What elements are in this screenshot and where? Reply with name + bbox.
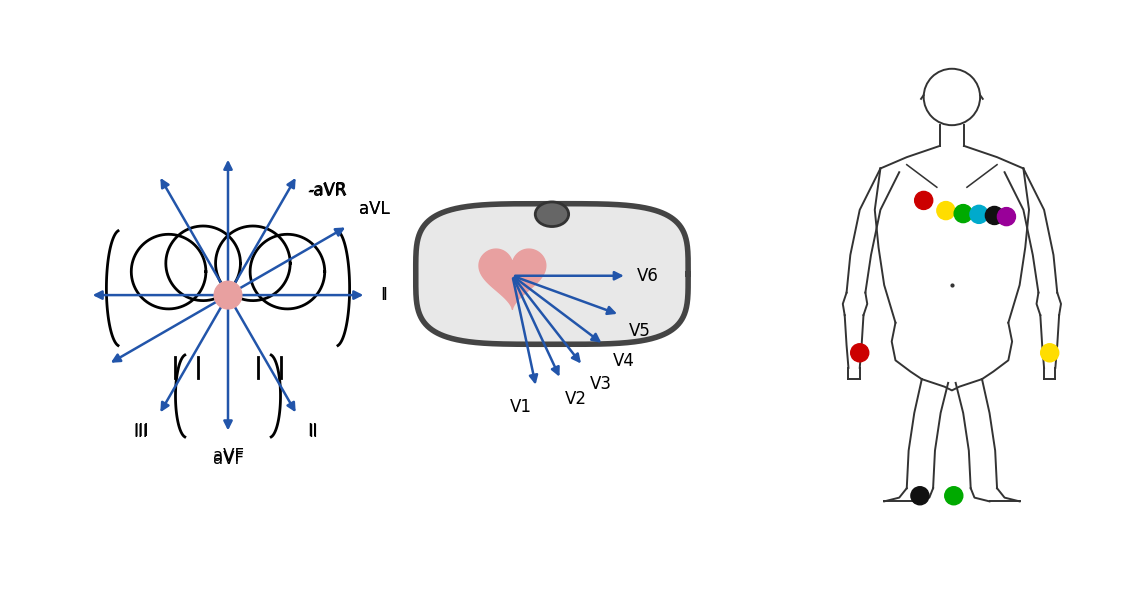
- Circle shape: [945, 487, 963, 505]
- Circle shape: [998, 208, 1016, 226]
- Text: -aVR: -aVR: [307, 182, 345, 201]
- Text: V5: V5: [628, 322, 651, 340]
- Text: V4: V4: [612, 352, 634, 370]
- Text: aVL: aVL: [359, 200, 390, 217]
- Text: -aVR: -aVR: [308, 181, 348, 199]
- Circle shape: [985, 207, 1003, 225]
- Circle shape: [914, 191, 933, 210]
- Text: II: II: [307, 422, 317, 440]
- Text: aVL: aVL: [359, 200, 390, 217]
- Polygon shape: [416, 204, 689, 344]
- Text: aVF: aVF: [212, 450, 244, 468]
- Text: V6: V6: [637, 267, 659, 284]
- Text: V2: V2: [565, 390, 587, 408]
- Ellipse shape: [536, 202, 569, 226]
- Text: I: I: [380, 286, 385, 304]
- Text: aVF: aVF: [212, 447, 244, 465]
- Circle shape: [937, 202, 955, 220]
- Circle shape: [850, 344, 869, 362]
- Text: I: I: [383, 286, 388, 304]
- Text: III: III: [133, 422, 149, 440]
- Text: V1: V1: [510, 398, 531, 416]
- Text: V3: V3: [589, 374, 612, 393]
- Circle shape: [911, 487, 929, 505]
- Circle shape: [970, 205, 988, 223]
- Circle shape: [954, 205, 972, 223]
- Text: III: III: [133, 423, 148, 441]
- Circle shape: [214, 281, 242, 309]
- Circle shape: [1041, 344, 1059, 362]
- Text: II: II: [308, 423, 318, 441]
- Polygon shape: [479, 249, 546, 309]
